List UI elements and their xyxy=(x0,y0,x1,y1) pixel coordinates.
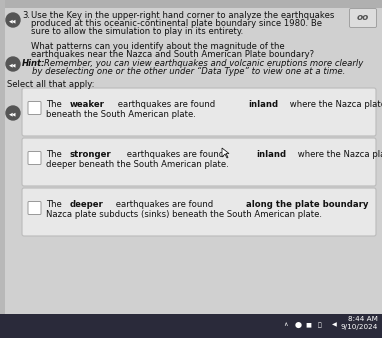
Text: ◀◀: ◀◀ xyxy=(9,111,17,116)
Text: where the Nazca plate is: where the Nazca plate is xyxy=(295,150,382,159)
Text: where the Nazca plate is deeper: where the Nazca plate is deeper xyxy=(286,100,382,109)
Text: along the plate boundary: along the plate boundary xyxy=(246,200,369,209)
Text: ■: ■ xyxy=(305,322,311,328)
Text: stronger: stronger xyxy=(70,150,112,159)
Text: ◀◀: ◀◀ xyxy=(9,62,17,67)
Text: What patterns can you identify about the magnitude of the: What patterns can you identify about the… xyxy=(31,42,285,51)
FancyBboxPatch shape xyxy=(0,0,382,8)
Circle shape xyxy=(6,106,20,120)
Text: ⬤: ⬤ xyxy=(295,322,301,328)
Text: ◀◀: ◀◀ xyxy=(9,18,17,23)
Text: Remember, you can view earthquakes and volcanic eruptions more clearly: Remember, you can view earthquakes and v… xyxy=(44,59,363,68)
Text: sure to allow the simulation to play in its entirety.: sure to allow the simulation to play in … xyxy=(31,27,243,36)
Text: oo: oo xyxy=(357,14,369,23)
FancyBboxPatch shape xyxy=(22,188,376,236)
FancyBboxPatch shape xyxy=(22,88,376,136)
Circle shape xyxy=(6,57,20,71)
FancyBboxPatch shape xyxy=(28,201,41,215)
Text: 9/10/2024: 9/10/2024 xyxy=(341,324,378,330)
Text: 3.: 3. xyxy=(22,11,30,20)
Text: weaker: weaker xyxy=(70,100,105,109)
Text: earthquakes near the Nazca and South American Plate boundary?: earthquakes near the Nazca and South Ame… xyxy=(31,50,314,59)
Text: ◀: ◀ xyxy=(332,322,337,328)
FancyBboxPatch shape xyxy=(28,101,41,115)
FancyBboxPatch shape xyxy=(350,8,377,27)
Text: earthquakes are found: earthquakes are found xyxy=(124,150,227,159)
Text: by deselecting one or the other under “Data Type” to view one at a time.: by deselecting one or the other under “D… xyxy=(32,67,345,76)
Polygon shape xyxy=(222,148,229,158)
Text: Hint:: Hint: xyxy=(22,59,45,68)
Circle shape xyxy=(6,13,20,27)
Text: beneath the South American plate.: beneath the South American plate. xyxy=(46,110,196,119)
Text: The: The xyxy=(46,100,65,109)
Text: inland: inland xyxy=(256,150,286,159)
FancyBboxPatch shape xyxy=(0,0,5,320)
FancyBboxPatch shape xyxy=(28,151,41,165)
Text: The: The xyxy=(46,150,65,159)
Text: earthquakes are found: earthquakes are found xyxy=(115,100,218,109)
Text: produced at this oceanic-continental plate boundary since 1980. Be: produced at this oceanic-continental pla… xyxy=(31,19,322,28)
Text: The: The xyxy=(46,200,65,209)
FancyBboxPatch shape xyxy=(0,314,382,338)
Text: deeper: deeper xyxy=(70,200,104,209)
Text: 8:44 AM: 8:44 AM xyxy=(348,316,378,322)
Text: Use the Key in the upper-right hand corner to analyze the earthquakes: Use the Key in the upper-right hand corn… xyxy=(31,11,334,20)
FancyBboxPatch shape xyxy=(22,138,376,186)
Text: ∧: ∧ xyxy=(283,322,287,328)
Text: 🔒: 🔒 xyxy=(318,322,322,328)
Text: Select all that apply:: Select all that apply: xyxy=(7,80,94,89)
Text: inland: inland xyxy=(248,100,278,109)
Text: earthquakes are found: earthquakes are found xyxy=(113,200,217,209)
Text: Nazca plate subducts (sinks) beneath the South American plate.: Nazca plate subducts (sinks) beneath the… xyxy=(46,210,322,219)
Text: deeper beneath the South American plate.: deeper beneath the South American plate. xyxy=(46,160,229,169)
